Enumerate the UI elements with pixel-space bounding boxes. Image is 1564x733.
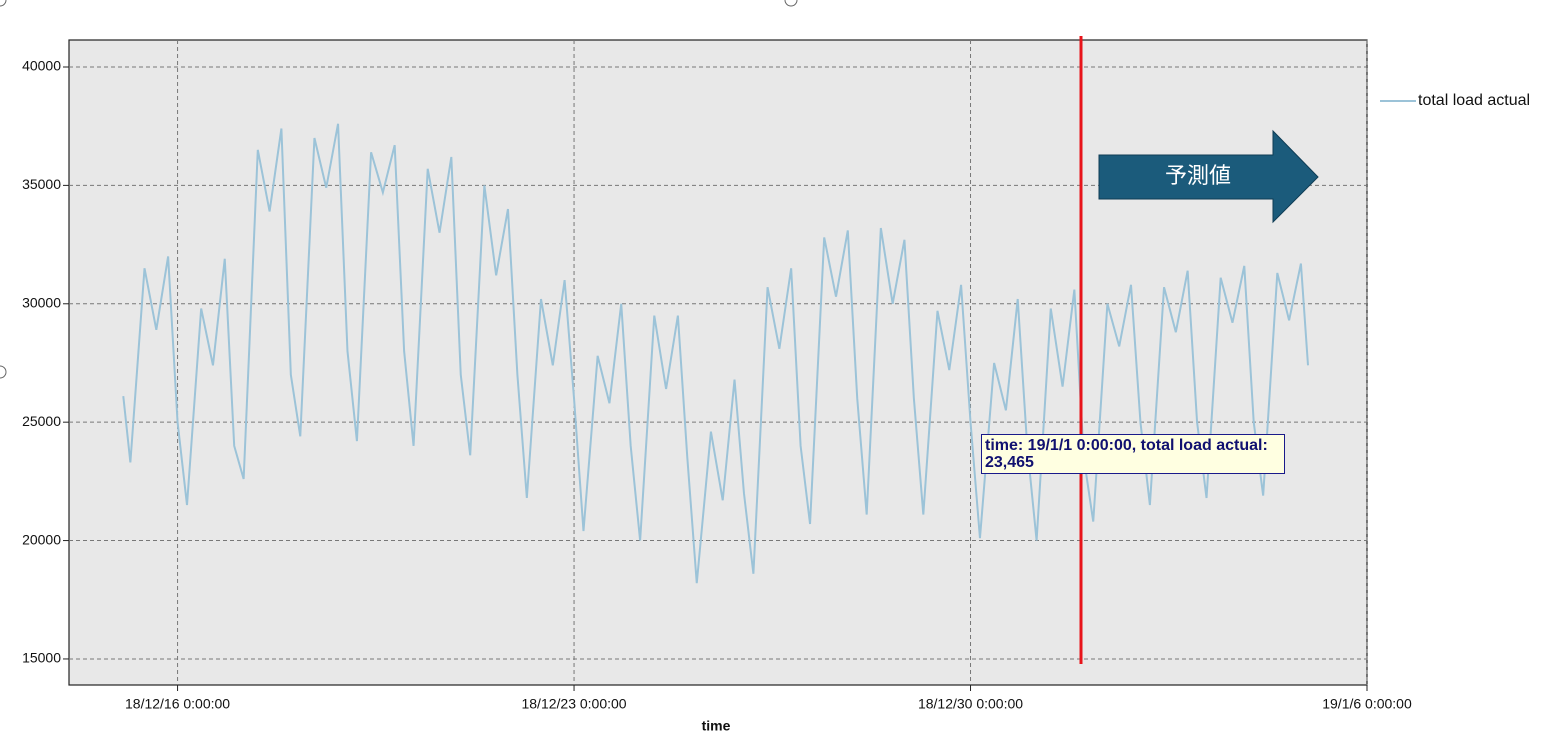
series-line (122, 123, 1309, 584)
y-tick-label: 35000 (22, 176, 61, 192)
y-tick-label: 40000 (22, 58, 61, 74)
forecast-arrow: 予測値 (1098, 129, 1319, 224)
arrow-shape (1098, 129, 1319, 224)
y-tick-label: 30000 (22, 294, 61, 310)
x-tick-label: 18/12/16 0:00:00 (125, 696, 230, 712)
x-tick-label: 18/12/23 0:00:00 (521, 696, 626, 712)
arrow-label: 予測値 (1165, 163, 1231, 188)
resize-handle[interactable] (0, 365, 7, 379)
marks (122, 123, 1309, 584)
legend-label: total load actual (1418, 92, 1530, 109)
y-tick-label: 25000 (22, 413, 61, 429)
x-tick-label: 18/12/30 0:00:00 (918, 696, 1023, 712)
y-tick-label: 15000 (22, 650, 61, 666)
resize-handle[interactable] (784, 0, 798, 7)
tooltip: time: 19/1/1 0:00:00, total load actual:… (981, 434, 1285, 474)
x-tick-label: 19/1/6 0:00:00 (1322, 696, 1412, 712)
x-axis-label: time (702, 718, 731, 733)
y-tick-label: 20000 (22, 531, 61, 547)
grid (69, 40, 1368, 685)
plot-area (68, 39, 1368, 686)
resize-handle[interactable] (0, 0, 7, 7)
